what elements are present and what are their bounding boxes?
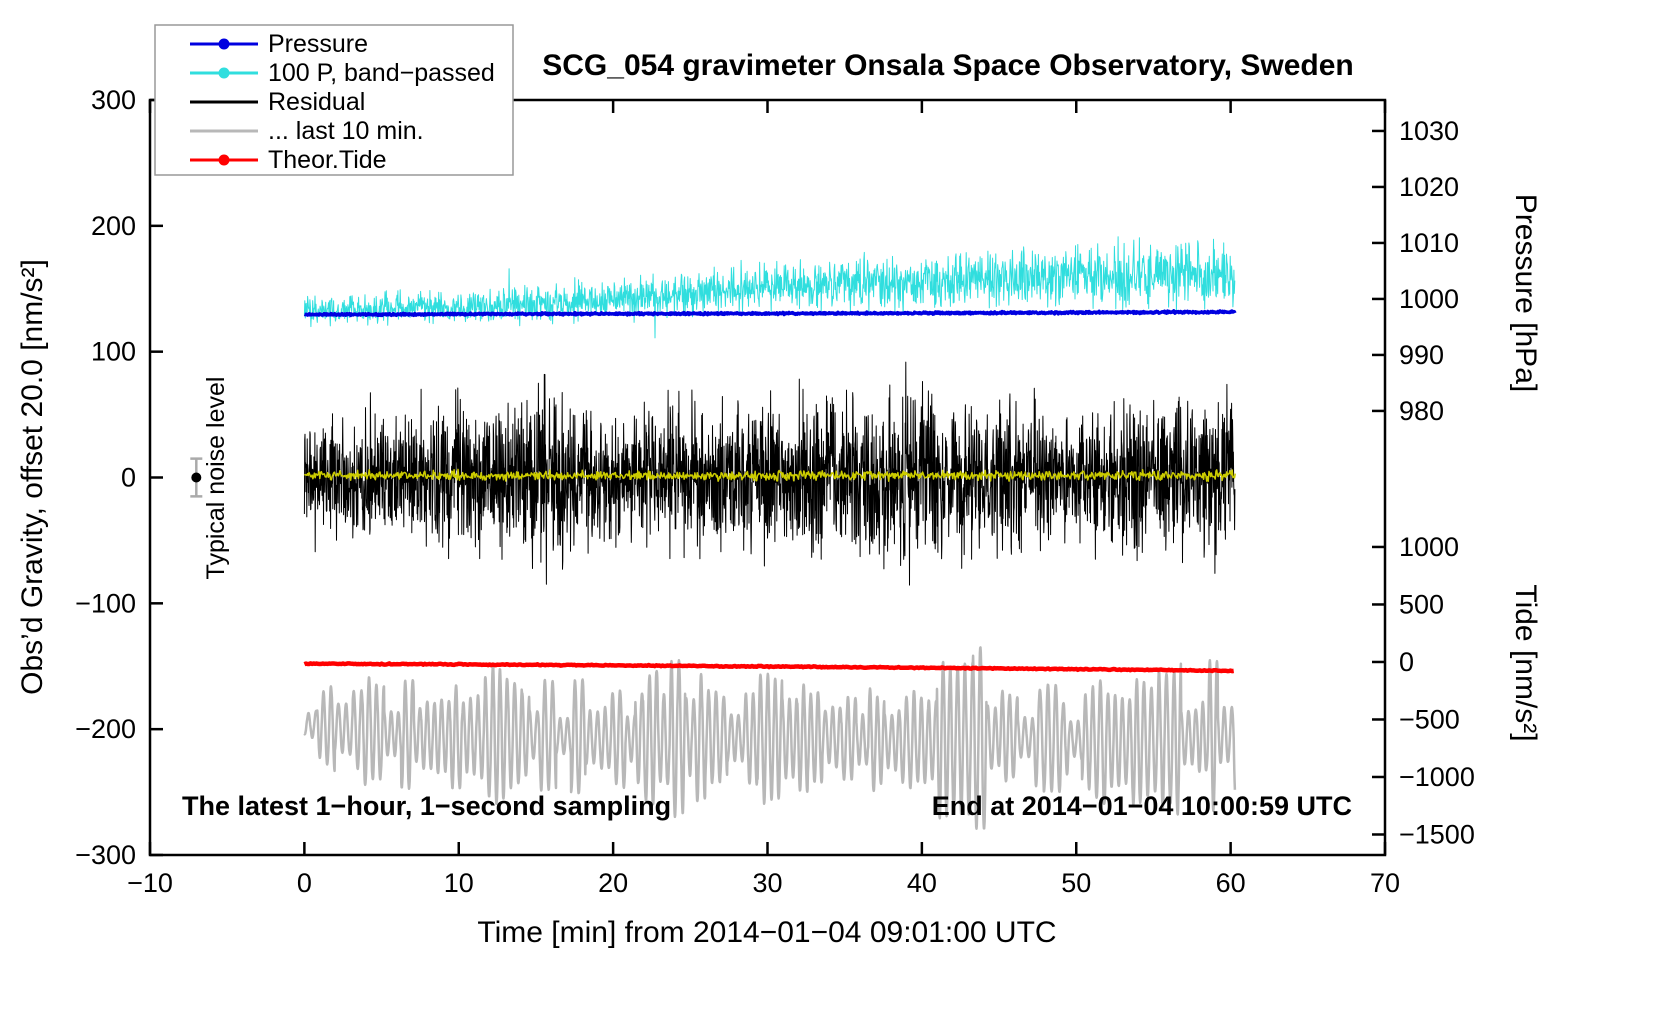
y-right-pressure-tick-label: 1030	[1399, 116, 1459, 146]
legend-label-1: 100 P, band−passed	[268, 59, 495, 87]
y-right-tide-tick-label: −1000	[1399, 762, 1475, 792]
sampling-note: The latest 1−hour, 1−second sampling	[182, 791, 671, 821]
x-tick-label: 0	[297, 868, 312, 898]
y-left-tick-label: 200	[91, 211, 136, 241]
x-tick-label: 20	[598, 868, 628, 898]
x-tick-label: 30	[752, 868, 782, 898]
y-right-pressure-tick-label: 990	[1399, 340, 1444, 370]
y-right-pressure-axis-label: Pressure [hPa]	[1509, 194, 1542, 392]
legend-label-4: Theor.Tide	[268, 146, 387, 174]
y-left-tick-label: −200	[75, 714, 136, 744]
x-tick-label: 40	[907, 868, 937, 898]
y-left-tick-label: −100	[75, 588, 136, 618]
legend-marker-1	[218, 67, 230, 79]
noise-dot	[191, 472, 202, 483]
legend-marker-0	[218, 38, 230, 50]
x-tick-label: 10	[444, 868, 474, 898]
y-left-tick-label: 300	[91, 85, 136, 115]
x-tick-label: −10	[127, 868, 173, 898]
series-residual_smoothed	[303, 468, 1237, 483]
y-right-pressure-tick-label: 1000	[1399, 284, 1459, 314]
y-left-tick-label: 0	[121, 463, 136, 493]
y-left-axis-label: Obs’d Gravity, offset 20.0 [nm/s²]	[16, 259, 49, 695]
y-right-tide-tick-label: −500	[1399, 704, 1460, 734]
legend-marker-4	[218, 154, 230, 166]
y-left-tick-label: 100	[91, 337, 136, 367]
y-right-pressure-tick-label: 1010	[1399, 228, 1459, 258]
series-pressure	[303, 309, 1237, 318]
x-tick-label: 60	[1216, 868, 1246, 898]
legend-box	[154, 24, 514, 176]
noise-level-marker	[190, 457, 203, 498]
y-right-pressure-tick-label: 1020	[1399, 172, 1459, 202]
series-theoretical_tide	[303, 661, 1235, 674]
series-residual_last_10_min	[303, 646, 1237, 830]
series-pressure_band_passed	[303, 236, 1236, 339]
y-right-pressure-tick-label: 980	[1399, 396, 1444, 426]
chart-title: SCG_054 gravimeter Onsala Space Observat…	[542, 49, 1354, 82]
x-tick-label: 50	[1061, 868, 1091, 898]
x-axis-label: Time [min] from 2014−01−04 09:01:00 UTC	[477, 916, 1056, 949]
axis-tick-labels: −10 0 10 20 30 40 50 60 703002001000−100−200−300…	[75, 85, 1475, 898]
x-tick-label: 70	[1370, 868, 1400, 898]
legend-label-3: ... last 10 min.	[268, 117, 424, 145]
y-right-tide-axis-label: Tide [nm/s²]	[1509, 584, 1542, 741]
legend-label-2: Residual	[268, 88, 365, 116]
end-time-note: End at 2014−01−04 10:00:59 UTC	[932, 791, 1352, 821]
y-left-tick-label: −300	[75, 840, 136, 870]
legend-label-0: Pressure	[268, 30, 368, 58]
y-right-tide-tick-label: 500	[1399, 589, 1444, 619]
noise-level-label: Typical noise level	[202, 377, 230, 580]
y-right-tide-tick-label: −1500	[1399, 819, 1475, 849]
chart-series-group	[303, 236, 1237, 830]
y-right-tide-tick-label: 0	[1399, 647, 1414, 677]
y-right-tide-tick-label: 1000	[1399, 532, 1459, 562]
